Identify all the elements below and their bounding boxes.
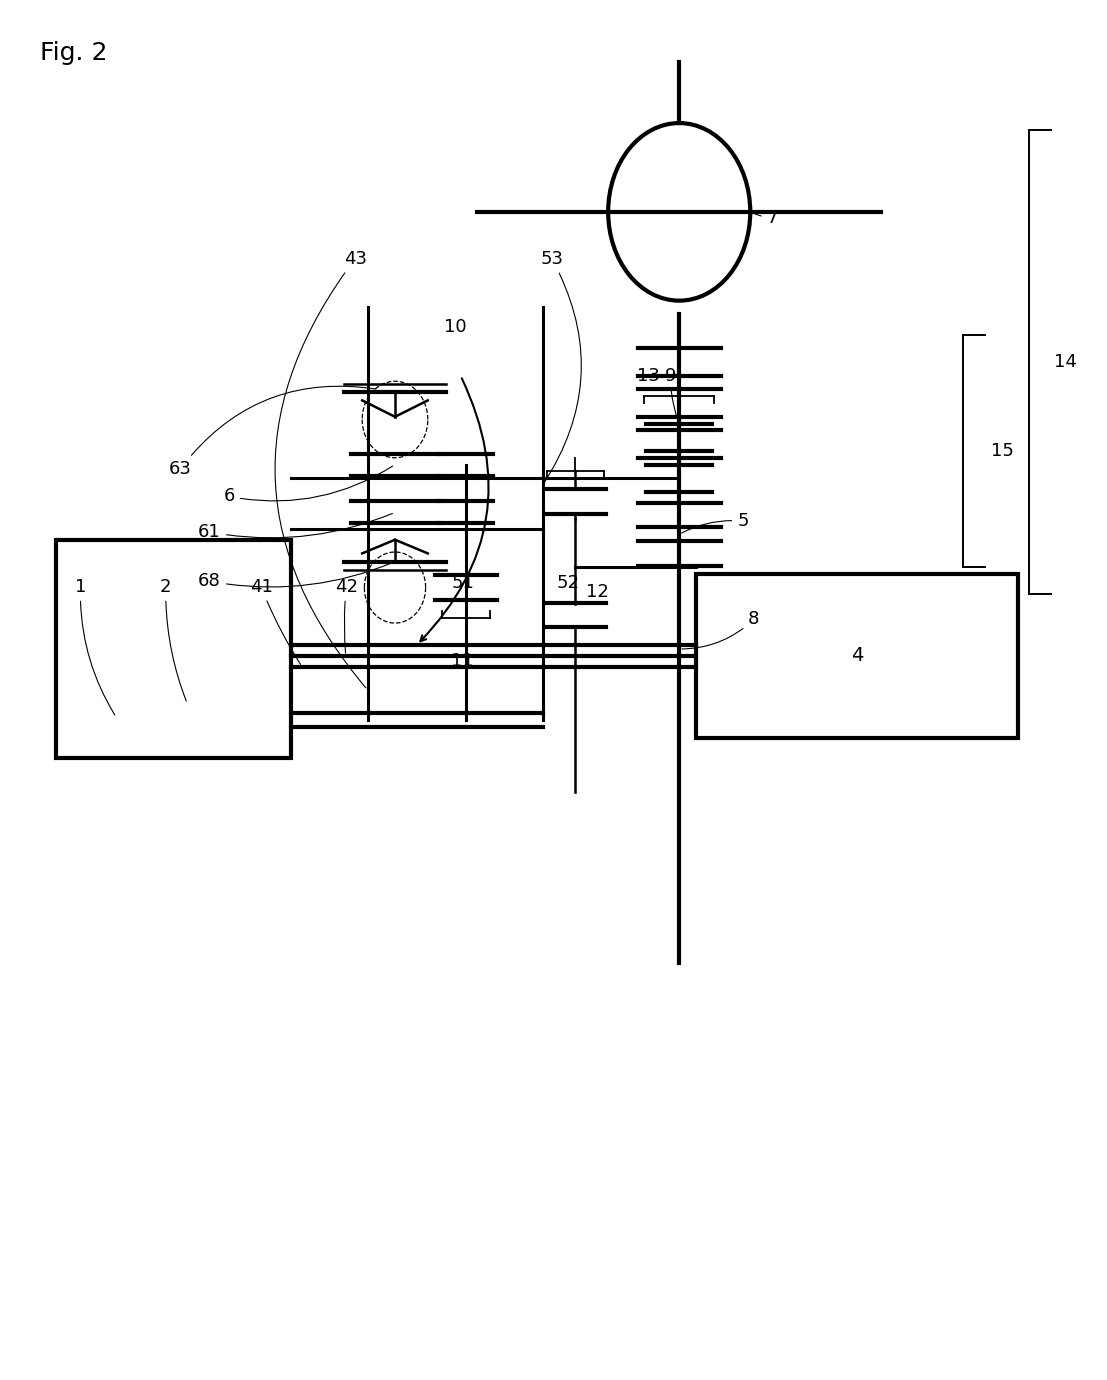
Bar <box>695 574 1018 738</box>
Text: 8: 8 <box>682 610 759 649</box>
Text: 12: 12 <box>587 582 609 600</box>
Text: 15: 15 <box>991 442 1014 460</box>
Text: 13: 13 <box>637 367 660 385</box>
Text: 10: 10 <box>444 317 467 335</box>
Text: 43: 43 <box>275 250 366 687</box>
Text: 52: 52 <box>556 574 579 592</box>
Text: 63: 63 <box>168 386 376 477</box>
Text: 61: 61 <box>198 513 393 541</box>
Text: 41: 41 <box>249 578 301 664</box>
Text: 2: 2 <box>161 578 186 701</box>
Text: 53: 53 <box>540 250 581 483</box>
Text: 9: 9 <box>665 367 679 421</box>
Text: 5: 5 <box>682 512 748 533</box>
Text: 6: 6 <box>224 466 393 505</box>
Text: 4: 4 <box>851 646 863 665</box>
Bar <box>56 540 291 758</box>
Text: Fig. 2: Fig. 2 <box>40 41 107 65</box>
Text: 14: 14 <box>1054 353 1077 371</box>
Text: 1: 1 <box>74 578 115 715</box>
Text: 11: 11 <box>452 651 474 669</box>
Text: 7: 7 <box>753 208 778 226</box>
Text: 51: 51 <box>452 574 474 592</box>
Text: 42: 42 <box>335 578 358 653</box>
Text: 68: 68 <box>198 563 393 591</box>
